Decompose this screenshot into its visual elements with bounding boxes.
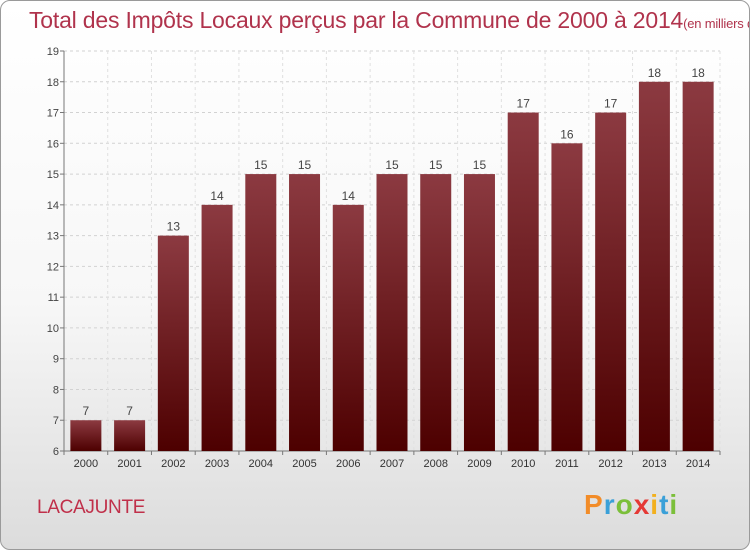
y-tick-label: 15 <box>47 169 59 181</box>
x-tick-label: 2011 <box>555 458 579 470</box>
logo-letter: o <box>615 489 634 520</box>
x-tick-label: 2006 <box>336 458 360 470</box>
y-tick-label: 8 <box>53 384 59 396</box>
y-tick-label: 13 <box>47 231 59 243</box>
bar-2011[interactable] <box>551 143 583 452</box>
bar-2000[interactable] <box>70 420 102 451</box>
bar-value-label: 15 <box>254 158 268 172</box>
bar-value-label: 14 <box>210 189 224 203</box>
x-tick-label: 2004 <box>249 458 273 470</box>
bar-value-label: 15 <box>429 158 443 172</box>
proxiti-logo[interactable]: Proxiti <box>584 489 678 521</box>
labels: 7 2000 7 2001 13 2002 14 2003 15 2004 15 2005 14 2006… <box>74 66 711 470</box>
bar-2002[interactable] <box>157 235 189 451</box>
bar-value-label: 17 <box>517 97 531 111</box>
y-tick-label: 9 <box>53 354 59 366</box>
bars <box>70 81 714 452</box>
bar-2014[interactable] <box>682 81 714 452</box>
bar-2008[interactable] <box>420 174 452 452</box>
x-tick-label: 2007 <box>380 458 404 470</box>
logo-letter: r <box>603 489 616 520</box>
bar-value-label: 15 <box>473 158 487 172</box>
chart-title: Total des Impôts Locaux perçus par la Co… <box>29 7 749 34</box>
x-tick-label: 2009 <box>467 458 491 470</box>
y-tick-label: 18 <box>47 77 59 89</box>
y-tick-label: 6 <box>53 446 59 458</box>
logo-letter: P <box>584 489 604 520</box>
logo-letter: t <box>659 489 670 520</box>
chart-unit: (en milliers d'€) <box>683 16 749 31</box>
y-tick-label: 14 <box>47 200 59 212</box>
bar-2005[interactable] <box>289 174 321 452</box>
bar-value-label: 18 <box>648 66 662 80</box>
y-tick-label: 16 <box>47 138 59 150</box>
x-tick-label: 2005 <box>292 458 316 470</box>
x-tick-label: 2001 <box>117 458 141 470</box>
y-tick-label: 11 <box>48 292 59 304</box>
bar-value-label: 13 <box>167 220 181 234</box>
y-tick-label: 12 <box>47 261 59 273</box>
bar-value-label: 17 <box>604 97 618 111</box>
logo-letter: x <box>633 489 651 520</box>
bar-2010[interactable] <box>507 112 539 452</box>
logo-letter: i <box>650 489 660 520</box>
commune-name: LACAJUNTE <box>37 497 146 518</box>
chart-title-text: Total des Impôts Locaux perçus par la Co… <box>29 7 684 33</box>
x-tick-label: 2008 <box>423 458 447 470</box>
y-tick-label: 10 <box>47 323 59 335</box>
y-tick-label: 17 <box>47 108 59 120</box>
bar-value-label: 15 <box>298 158 312 172</box>
bar-value-label: 7 <box>83 404 90 418</box>
x-tick-label: 2002 <box>161 458 185 470</box>
x-tick-label: 2012 <box>598 458 622 470</box>
bar-2004[interactable] <box>245 174 277 452</box>
bar-value-label: 14 <box>342 189 356 203</box>
y-tick-label: 19 <box>47 46 59 58</box>
x-tick-label: 2000 <box>74 458 98 470</box>
bar-2012[interactable] <box>595 112 627 452</box>
bar-2009[interactable] <box>463 174 495 452</box>
bar-2003[interactable] <box>201 204 233 451</box>
bar-2013[interactable] <box>638 81 670 452</box>
bar-2007[interactable] <box>376 174 408 452</box>
x-tick-label: 2003 <box>205 458 229 470</box>
bar-2001[interactable] <box>114 420 146 451</box>
bar-2006[interactable] <box>332 204 364 451</box>
bar-value-label: 15 <box>385 158 399 172</box>
x-tick-label: 2014 <box>686 458 710 470</box>
x-tick-label: 2013 <box>642 458 666 470</box>
x-tick-label: 2010 <box>511 458 535 470</box>
bar-value-label: 18 <box>691 66 705 80</box>
bar-value-label: 16 <box>560 127 574 141</box>
bar-value-label: 7 <box>126 404 133 418</box>
y-tick-label: 7 <box>53 415 59 427</box>
logo-letter: i <box>669 489 679 520</box>
